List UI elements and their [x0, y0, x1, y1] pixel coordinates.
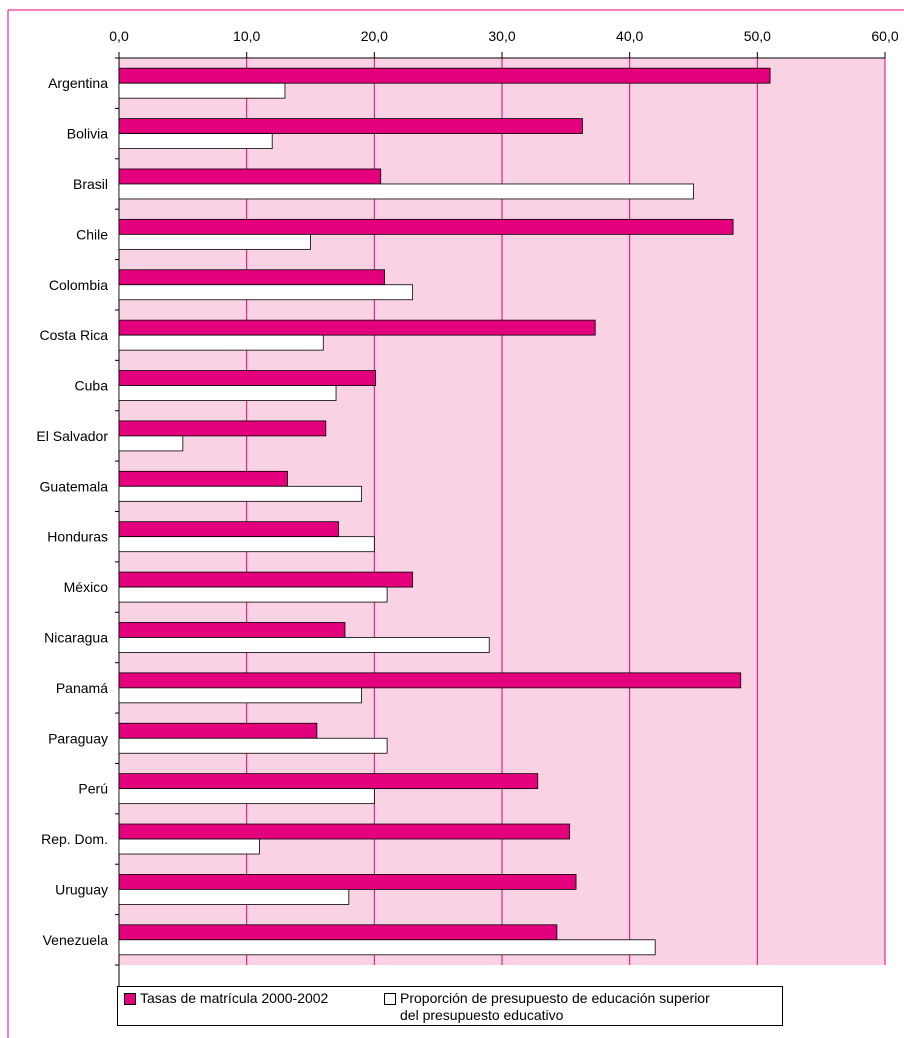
bar-budget-17: [118, 939, 656, 956]
category-label-3: Chile: [76, 226, 108, 242]
bar-enrollment-0: [118, 67, 771, 84]
legend-label-enrollment: Tasas de matrícula 2000-2002: [140, 990, 329, 1006]
bar-enrollment-13: [118, 722, 318, 739]
category-label-0: Argentina: [48, 75, 108, 91]
bar-budget-3: [118, 233, 311, 250]
x-tick-label-4: 40,0: [616, 28, 643, 44]
category-label-1: Bolivia: [67, 126, 108, 142]
legend-swatch-enrollment: [124, 993, 136, 1005]
category-label-6: Cuba: [75, 378, 109, 394]
bar-budget-1: [118, 133, 273, 149]
bar-budget-15: [118, 838, 260, 855]
x-tick-label-6: 60,0: [871, 28, 898, 44]
bar-enrollment-7: [118, 420, 327, 437]
bar-budget-7: [118, 435, 184, 452]
category-label-12: Panamá: [56, 680, 108, 696]
bar-budget-10: [118, 586, 388, 603]
bar-budget-9: [118, 536, 375, 553]
bar-enrollment-11: [118, 622, 346, 638]
bar-budget-11: [118, 637, 490, 653]
category-label-10: México: [64, 579, 109, 595]
bar-enrollment-10: [118, 571, 414, 588]
legend-label-budget: Proporción de presupuesto de educación s…: [400, 990, 710, 1024]
category-label-4: Colombia: [49, 277, 108, 293]
category-label-5: Costa Rica: [40, 327, 109, 343]
bar-budget-5: [118, 334, 324, 351]
bar-enrollment-9: [118, 521, 339, 538]
bar-enrollment-3: [118, 218, 734, 235]
x-tick-label-0: 0,0: [109, 28, 129, 44]
bar-enrollment-14: [118, 773, 539, 790]
category-label-7: El Salvador: [36, 428, 108, 444]
bar-budget-12: [118, 687, 362, 704]
bar-budget-4: [118, 284, 414, 301]
bar-budget-13: [118, 737, 388, 754]
bar-budget-6: [118, 385, 337, 401]
x-tick-label-1: 10,0: [233, 28, 260, 44]
x-tick-label-5: 50,0: [744, 28, 771, 44]
bar-enrollment-4: [118, 269, 385, 286]
category-label-17: Venezuela: [43, 932, 109, 948]
legend-item-enrollment: Tasas de matrícula 2000-2002: [124, 990, 328, 1007]
category-label-16: Uruguay: [55, 881, 108, 897]
bar-budget-16: [118, 889, 350, 905]
chart-legend: Tasas de matrícula 2000-2002 Proporción …: [117, 986, 783, 1026]
bar-enrollment-12: [118, 672, 742, 689]
category-label-15: Rep. Dom.: [41, 831, 108, 847]
legend-item-budget: Proporción de presupuesto de educación s…: [384, 990, 710, 1024]
bar-budget-2: [118, 183, 694, 200]
category-label-2: Brasil: [73, 176, 108, 192]
category-label-14: Perú: [78, 781, 108, 797]
category-label-8: Guatemala: [40, 478, 109, 494]
legend-label-budget-line2: del presupuesto educativo: [400, 1007, 564, 1023]
legend-swatch-budget: [384, 993, 396, 1005]
bar-enrollment-1: [118, 118, 583, 134]
bar-enrollment-15: [118, 823, 571, 840]
category-label-9: Honduras: [47, 529, 108, 545]
x-tick-label-3: 30,0: [488, 28, 515, 44]
bar-enrollment-8: [118, 470, 288, 487]
bar-enrollment-6: [118, 370, 377, 386]
x-tick-label-2: 20,0: [361, 28, 388, 44]
bar-enrollment-2: [118, 168, 382, 185]
category-label-11: Nicaragua: [44, 629, 108, 645]
bar-enrollment-17: [118, 924, 558, 941]
bar-budget-8: [118, 485, 362, 502]
bar-budget-0: [118, 82, 286, 99]
category-label-13: Paraguay: [48, 730, 108, 746]
legend-label-budget-line1: Proporción de presupuesto de educación s…: [400, 990, 710, 1006]
bar-enrollment-5: [118, 319, 596, 336]
bar-enrollment-16: [118, 874, 577, 890]
bar-budget-14: [118, 788, 375, 805]
